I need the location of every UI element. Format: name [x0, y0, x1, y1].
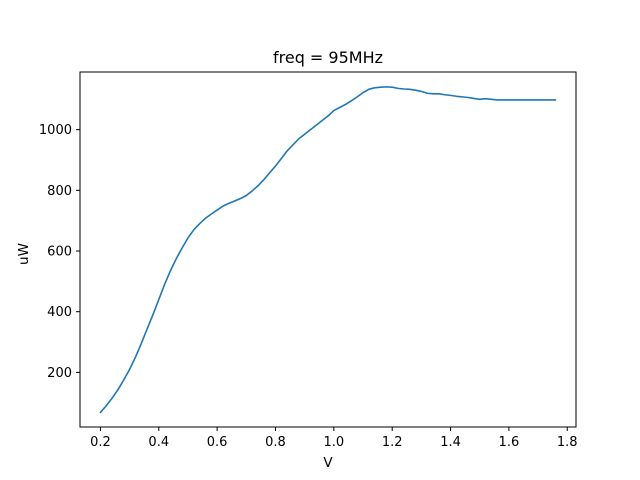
chart-title: freq = 95MHz [273, 48, 383, 67]
x-tick-label: 0.6 [207, 435, 228, 450]
x-axis: 0.2 0.4 0.6 0.8 1.0 1.2 1.4 1.6 1.8 [90, 427, 578, 450]
x-tick-label: 1.6 [499, 435, 520, 450]
x-tick-label: 0.2 [90, 435, 111, 450]
x-tick-label: 0.4 [148, 435, 169, 450]
x-axis-label: V [323, 455, 333, 471]
y-tick-label: 1000 [39, 123, 72, 138]
x-tick-label: 1.8 [557, 435, 578, 450]
x-tick-label: 1.2 [382, 435, 403, 450]
y-tick-label: 800 [47, 184, 72, 199]
y-tick-label: 600 [47, 245, 72, 260]
y-axis: 200 400 600 800 1000 [39, 123, 80, 381]
plot-area [79, 71, 577, 428]
y-tick-label: 400 [47, 305, 72, 320]
plot-frame [79, 71, 577, 428]
series-line [99, 86, 557, 414]
y-tick-label: 200 [47, 366, 72, 381]
x-tick-label: 1.4 [440, 435, 461, 450]
x-tick-label: 1.0 [323, 435, 344, 450]
x-tick-label: 0.8 [265, 435, 286, 450]
y-axis-label: uW [16, 243, 32, 265]
